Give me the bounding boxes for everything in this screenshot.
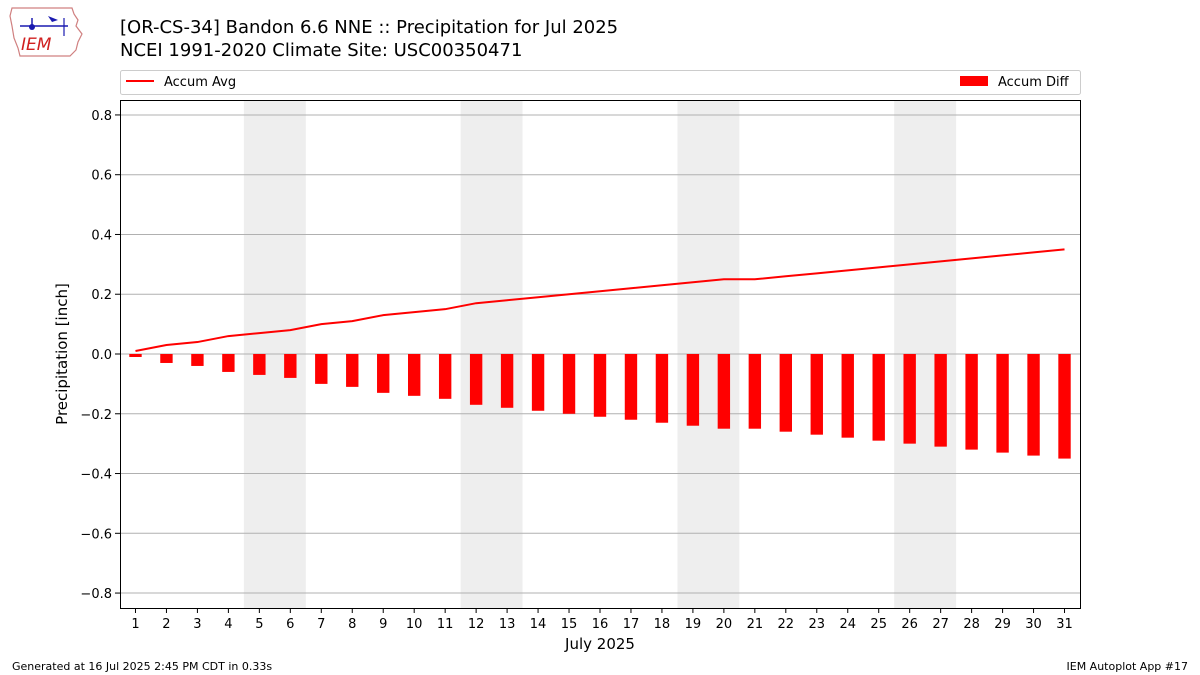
x-tick-label: 6 xyxy=(286,617,294,632)
chart-subtitle: NCEI 1991-2020 Climate Site: USC00350471 xyxy=(120,40,523,61)
chart-title: [OR-CS-34] Bandon 6.6 NNE :: Precipitati… xyxy=(120,17,619,38)
accum-diff-bar xyxy=(872,354,885,441)
x-axis: 1 2 3 4 5 6 7 8 9 10 11 12 13 14 15 16 17 18 19 20 21 22 23 24 2… xyxy=(131,608,1073,632)
accum-diff-bar xyxy=(655,354,669,423)
app-id: IEM Autoplot App #17 xyxy=(1066,660,1189,673)
x-tick-label: 12 xyxy=(468,617,485,632)
legend-swatch-accum-diff xyxy=(960,76,988,86)
x-tick-label: 1 xyxy=(131,617,139,632)
accum-diff-bar xyxy=(903,354,916,444)
accum-avg-line-group xyxy=(135,248,1065,352)
y-tick-label: 0.8 xyxy=(91,109,112,124)
x-tick-label: 7 xyxy=(317,617,325,632)
legend-box xyxy=(120,70,1081,95)
x-tick-label: 24 xyxy=(839,617,856,632)
x-tick-label: 25 xyxy=(870,617,887,632)
x-tick-label: 14 xyxy=(530,617,547,632)
x-tick-label: 30 xyxy=(1025,617,1042,632)
accum-diff-bar xyxy=(934,354,947,447)
accum-diff-bar xyxy=(1058,354,1071,459)
x-tick-label: 21 xyxy=(747,617,764,632)
accum-diff-bar xyxy=(810,354,823,435)
legend: Accum Avg Accum Diff xyxy=(120,70,1081,95)
accum-diff-bar xyxy=(624,354,638,420)
x-tick-label: 22 xyxy=(778,617,795,632)
y-axis: −0.8 −0.6 −0.4 −0.2 0.0 0.2 0.4 0.6 0.8 xyxy=(80,109,120,602)
accum-diff-bar xyxy=(160,354,173,363)
accum-diff-bar xyxy=(531,354,545,411)
y-tick-label: 0.4 xyxy=(91,228,112,243)
x-tick-label: 27 xyxy=(932,617,949,632)
accum-diff-bars xyxy=(129,354,1071,459)
x-tick-label: 23 xyxy=(809,617,826,632)
logo-text: IEM xyxy=(21,35,52,55)
x-tick-label: 19 xyxy=(685,617,702,632)
accum-diff-bar xyxy=(996,354,1009,453)
accum-diff-bar xyxy=(377,354,390,393)
x-tick-label: 17 xyxy=(623,617,640,632)
x-tick-label: 29 xyxy=(994,617,1011,632)
accum-diff-bar xyxy=(253,354,266,375)
accum-diff-bar xyxy=(748,354,762,429)
x-tick-label: 11 xyxy=(437,617,454,632)
legend-label-accum-avg: Accum Avg xyxy=(164,75,236,90)
y-tick-label: 0.0 xyxy=(91,348,112,363)
x-tick-label: 18 xyxy=(654,617,671,632)
accum-diff-bar xyxy=(965,354,978,450)
grid-lines xyxy=(120,114,1080,594)
accum-diff-bar xyxy=(408,354,421,396)
y-tick-label: −0.4 xyxy=(80,468,112,483)
x-tick-label: 13 xyxy=(499,617,516,632)
accum-diff-bar xyxy=(191,354,204,366)
iowa-outline-icon xyxy=(9,7,83,57)
x-tick-label: 8 xyxy=(348,617,356,632)
accum-diff-bar xyxy=(1027,354,1040,456)
x-tick-label: 31 xyxy=(1056,617,1073,632)
accum-diff-bar xyxy=(284,354,297,378)
y-tick-label: −0.6 xyxy=(80,527,112,542)
x-tick-label: 3 xyxy=(193,617,201,632)
generated-timestamp: Generated at 16 Jul 2025 2:45 PM CDT in … xyxy=(12,660,273,673)
x-tick-label: 4 xyxy=(224,617,232,632)
x-tick-label: 28 xyxy=(963,617,980,632)
accum-diff-bar xyxy=(779,354,792,432)
accum-diff-bar xyxy=(222,354,235,372)
accum-diff-bar xyxy=(438,354,452,399)
x-tick-label: 5 xyxy=(255,617,263,632)
y-tick-label: 0.6 xyxy=(91,169,112,184)
iem-logo: IEM xyxy=(9,7,83,57)
accum-diff-bar xyxy=(717,354,731,429)
accum-diff-bar xyxy=(469,354,483,405)
x-tick-label: 20 xyxy=(716,617,733,632)
y-tick-label: −0.2 xyxy=(80,408,112,423)
accum-diff-bar xyxy=(593,354,607,417)
accum-diff-bar xyxy=(841,354,854,438)
x-tick-label: 2 xyxy=(162,617,170,632)
accum-diff-bar xyxy=(500,354,514,408)
y-axis-label: Precipitation [inch] xyxy=(53,283,71,425)
x-tick-label: 10 xyxy=(406,617,423,632)
x-tick-label: 16 xyxy=(592,617,609,632)
accum-diff-bar xyxy=(686,354,700,426)
y-tick-label: −0.8 xyxy=(80,587,112,602)
accum-avg-line xyxy=(135,248,1065,352)
legend-label-accum-diff: Accum Diff xyxy=(998,75,1070,90)
accum-diff-bar xyxy=(562,354,576,414)
accum-diff-bar xyxy=(346,354,359,387)
x-tick-label: 15 xyxy=(561,617,578,632)
y-tick-label: 0.2 xyxy=(91,288,112,303)
accum-diff-bar xyxy=(129,354,142,357)
accum-diff-bar xyxy=(315,354,328,384)
x-tick-label: 26 xyxy=(901,617,918,632)
x-tick-label: 9 xyxy=(379,617,387,632)
x-axis-label: July 2025 xyxy=(564,635,635,653)
